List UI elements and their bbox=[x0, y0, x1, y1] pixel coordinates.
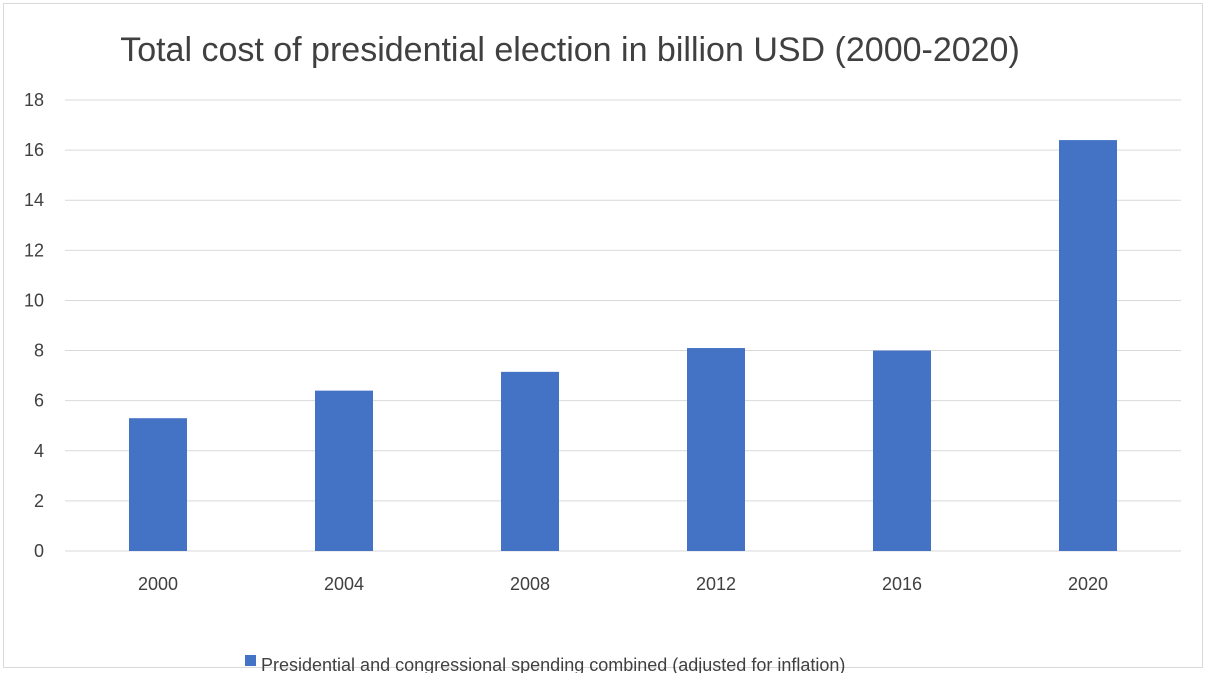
y-tick-label: 4 bbox=[34, 441, 44, 461]
y-tick-label: 16 bbox=[24, 140, 44, 160]
bar-2012 bbox=[687, 348, 745, 551]
x-axis: 2000 2004 2008 2012 2016 2020 bbox=[138, 574, 1108, 594]
x-tick-label: 2000 bbox=[138, 574, 178, 594]
legend-swatch bbox=[245, 655, 256, 666]
gridlines bbox=[65, 99, 1181, 552]
x-tick-label: 2008 bbox=[510, 574, 550, 594]
bar-2020 bbox=[1059, 140, 1117, 552]
y-tick-label: 0 bbox=[34, 541, 44, 561]
y-tick-label: 10 bbox=[24, 290, 44, 310]
bar-2016 bbox=[873, 350, 931, 551]
chart-frame bbox=[3, 3, 1203, 668]
y-tick-label: 6 bbox=[34, 391, 44, 411]
y-tick-label: 2 bbox=[34, 491, 44, 511]
bar-2008 bbox=[501, 371, 559, 551]
bar-2004 bbox=[315, 390, 373, 551]
legend-label: Presidential and congressional spending … bbox=[261, 655, 845, 673]
chart-title: Total cost of presidential election in b… bbox=[120, 31, 1020, 69]
legend: Presidential and congressional spending … bbox=[245, 655, 845, 673]
y-axis: 0 2 4 6 8 10 12 14 16 18 bbox=[24, 90, 44, 561]
y-tick-label: 8 bbox=[34, 341, 44, 361]
x-tick-label: 2004 bbox=[324, 574, 364, 594]
x-tick-label: 2016 bbox=[882, 574, 922, 594]
bars bbox=[129, 140, 1117, 552]
y-tick-label: 18 bbox=[24, 90, 44, 110]
bar-2000 bbox=[129, 418, 187, 551]
x-tick-label: 2012 bbox=[696, 574, 736, 594]
x-tick-label: 2020 bbox=[1068, 574, 1108, 594]
y-tick-label: 14 bbox=[24, 190, 44, 210]
y-tick-label: 12 bbox=[24, 240, 44, 260]
